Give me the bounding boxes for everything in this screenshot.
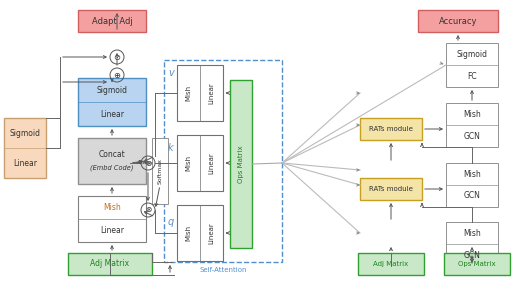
Text: Adapt Adj: Adapt Adj — [92, 16, 132, 26]
Bar — [164, 60, 282, 262]
Text: Ops Matrix: Ops Matrix — [238, 145, 244, 183]
Bar — [177, 65, 223, 121]
Text: Mish: Mish — [186, 225, 192, 241]
Text: Softmax: Softmax — [157, 158, 162, 184]
Text: Mish: Mish — [463, 110, 481, 118]
Bar — [446, 222, 498, 266]
Text: Linear: Linear — [13, 158, 37, 168]
Text: Accuracy: Accuracy — [439, 16, 477, 26]
Bar — [177, 135, 223, 191]
Bar — [68, 253, 152, 275]
Text: Linear: Linear — [209, 152, 214, 174]
Text: ⊙: ⊙ — [113, 53, 121, 62]
Text: GCN: GCN — [463, 250, 480, 260]
Bar — [360, 118, 422, 140]
Bar — [152, 138, 168, 204]
Bar — [230, 80, 252, 248]
Bar — [78, 196, 146, 242]
Text: GCN: GCN — [463, 131, 480, 141]
Text: q: q — [168, 217, 174, 227]
Text: RATs module: RATs module — [369, 126, 413, 132]
Text: (Embd Code): (Embd Code) — [90, 165, 134, 171]
Text: Self-Attention: Self-Attention — [200, 267, 247, 273]
Text: Linear: Linear — [209, 82, 214, 104]
Text: Sigmoid: Sigmoid — [456, 49, 487, 59]
Bar — [358, 253, 424, 275]
Text: k: k — [168, 143, 173, 153]
Text: Mish: Mish — [463, 170, 481, 179]
Bar — [444, 253, 510, 275]
Text: ⊗: ⊗ — [145, 206, 151, 214]
Text: Linear: Linear — [209, 222, 214, 244]
Bar — [446, 163, 498, 207]
Text: Adj Matrix: Adj Matrix — [373, 261, 409, 267]
Bar — [78, 10, 146, 32]
Text: Mish: Mish — [463, 229, 481, 237]
Bar — [446, 43, 498, 87]
Bar — [360, 178, 422, 200]
Text: RATs module: RATs module — [369, 186, 413, 192]
Text: Concat: Concat — [98, 150, 126, 158]
Text: ⊕: ⊕ — [113, 70, 121, 80]
Text: Adj Matrix: Adj Matrix — [90, 260, 130, 268]
Text: v: v — [168, 68, 174, 78]
Text: FC: FC — [467, 72, 477, 80]
Text: Ops Matrix: Ops Matrix — [458, 261, 496, 267]
Bar — [446, 103, 498, 147]
Bar — [4, 118, 46, 178]
Text: GCN: GCN — [463, 191, 480, 201]
Text: Mish: Mish — [186, 85, 192, 101]
Bar — [418, 10, 498, 32]
Text: Linear: Linear — [100, 226, 124, 235]
Text: Mish: Mish — [103, 203, 121, 212]
Bar — [177, 205, 223, 261]
Text: ⊗: ⊗ — [145, 158, 151, 168]
Text: Sigmoid: Sigmoid — [10, 128, 40, 137]
Text: Linear: Linear — [100, 110, 124, 118]
Text: Mish: Mish — [186, 155, 192, 171]
Bar — [78, 78, 146, 126]
Text: Sigmoid: Sigmoid — [96, 85, 128, 95]
Bar — [78, 138, 146, 184]
